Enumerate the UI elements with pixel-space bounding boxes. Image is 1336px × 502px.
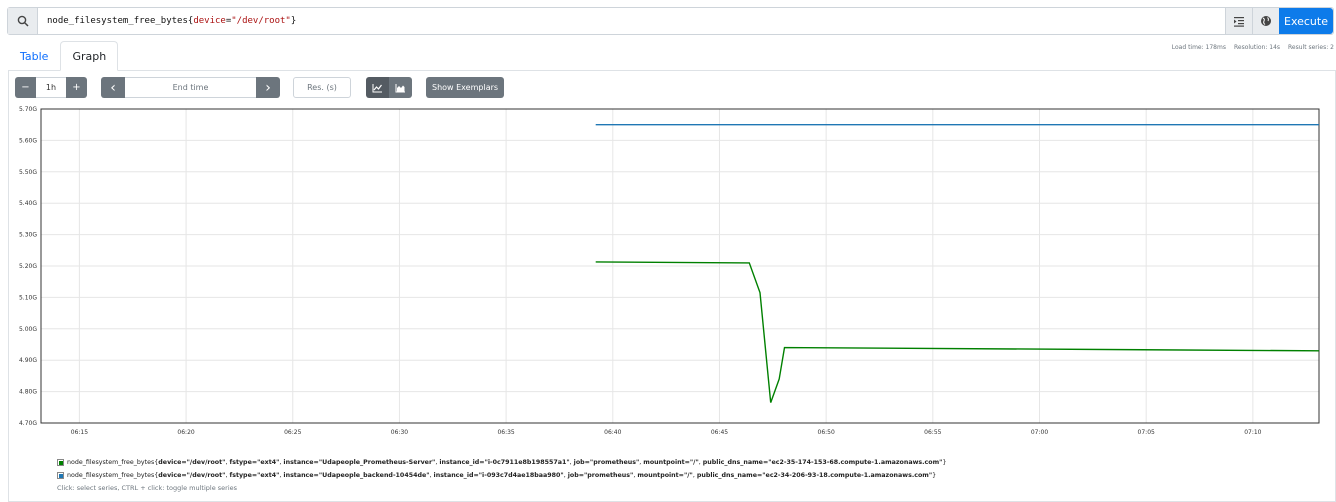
- show-exemplars-button[interactable]: Show Exemplars: [426, 77, 505, 98]
- y-tick-label: 5.30G: [19, 232, 37, 239]
- chart-svg: 4.70G 4.80G 4.90G 5.00G 5.10G 5.20G 5.30G 5.40G…: [19, 106, 1320, 436]
- legend-label-dns: public_dns_name="ec2-34-206-93-18.comput…: [696, 472, 933, 479]
- metrics-globe-button[interactable]: [1252, 8, 1279, 34]
- y-tick-label: 5.40G: [19, 200, 37, 207]
- query-stats: Load time: 178ms Resolution: 14s Result …: [1172, 44, 1334, 51]
- expression-input[interactable]: node_filesystem_free_bytes{device = "/dev/…: [47, 16, 297, 26]
- legend-label-device: device="/dev/root": [158, 472, 226, 479]
- y-tick-label: 5.50G: [19, 169, 37, 176]
- legend-label-dns: public_dns_name="ec2-35-174-153-68.compu…: [702, 459, 943, 466]
- y-tick-label: 5.10G: [19, 294, 37, 301]
- execute-button[interactable]: Execute: [1279, 8, 1333, 34]
- x-tick-label: 06:15: [71, 429, 88, 436]
- x-tick-label: 06:35: [497, 429, 514, 436]
- legend-label-instance-id: instance_id="i-0c7911e8b198557a1": [439, 459, 570, 466]
- end-time-input[interactable]: End time: [125, 77, 256, 98]
- x-tick-label: 06:55: [924, 429, 941, 436]
- x-tick-label: 06:45: [711, 429, 728, 436]
- graph-chart[interactable]: 4.70G 4.80G 4.90G 5.00G 5.10G 5.20G 5.30G 5.40G…: [0, 102, 1336, 442]
- legend-item[interactable]: node_filesystem_free_bytes{device="/dev/…: [57, 469, 946, 482]
- load-time: Load time: 178ms: [1171, 44, 1226, 51]
- legend-metric: node_filesystem_free_bytes: [67, 459, 155, 466]
- series-line: [595, 261, 1320, 403]
- y-tick-label: 4.70G: [19, 420, 37, 427]
- legend-label-instance: instance="Udapeople_Prometheus-Server": [283, 459, 436, 466]
- line-chart-icon: [372, 83, 382, 92]
- resolution: Resolution: 14s: [1233, 44, 1281, 51]
- legend-label-fstype: fstype="ext4": [229, 472, 280, 479]
- legend-label-fstype: fstype="ext4": [229, 459, 280, 466]
- legend-item[interactable]: node_filesystem_free_bytes{device="/dev/…: [57, 456, 946, 469]
- y-tick-label: 4.80G: [19, 389, 37, 396]
- legend-label-job: job="prometheus": [567, 472, 634, 479]
- decrease-range-button[interactable]: −: [15, 77, 36, 98]
- query-metric: node_filesystem_free_bytes: [47, 16, 188, 26]
- increase-range-button[interactable]: +: [66, 77, 87, 98]
- line-chart-button[interactable]: [366, 77, 389, 98]
- y-tick-label: 4.90G: [19, 357, 37, 364]
- y-tick-label: 5.20G: [19, 263, 37, 270]
- query-label-key: device: [193, 16, 226, 26]
- area-chart-icon: [395, 83, 405, 92]
- legend-label-instance: instance="Udapeople_backend-10454de": [283, 472, 430, 479]
- stacked-chart-button[interactable]: [389, 77, 412, 98]
- x-tick-label: 06:50: [818, 429, 835, 436]
- tab-divider: [8, 70, 1336, 71]
- legend-hint: Click: select series, CTRL + click: togg…: [57, 484, 238, 492]
- x-tick-label: 07:00: [1031, 429, 1048, 436]
- legend-label-mountpoint: mountpoint="/": [643, 459, 699, 466]
- x-tick-label: 06:20: [177, 429, 194, 436]
- result-series: Result series: 2: [1288, 44, 1334, 51]
- search-icon: [8, 8, 38, 34]
- series-swatch: [57, 472, 64, 479]
- metrics-explorer-button[interactable]: [1225, 8, 1252, 34]
- metrics-explorer-icon: [1234, 17, 1244, 27]
- legend-label-mountpoint: mountpoint="/": [637, 472, 693, 479]
- graph-legend: node_filesystem_free_bytes{device="/dev/…: [57, 456, 946, 492]
- y-tick-label: 5.60G: [19, 137, 37, 144]
- x-tick-label: 06:30: [391, 429, 408, 436]
- legend-label-job: job="prometheus": [573, 459, 640, 466]
- y-tick-label: 5.70G: [19, 106, 37, 113]
- query-label-value: "/dev/root": [231, 16, 291, 26]
- legend-label-instance-id: instance_id="i-093c7d4ae18baa980": [433, 472, 564, 479]
- expression-bar: node_filesystem_free_bytes{device = "/dev/…: [7, 7, 1334, 35]
- globe-icon: [1261, 16, 1271, 26]
- x-tick-label: 06:40: [604, 429, 621, 436]
- previous-time-button[interactable]: ‹: [101, 77, 125, 98]
- graph-controls: − 1h + ‹ End time › Res. (s) Show Exempl…: [15, 77, 505, 98]
- series-swatch: [57, 459, 64, 466]
- legend-metric: node_filesystem_free_bytes: [67, 472, 155, 479]
- x-tick-label: 07:05: [1138, 429, 1155, 436]
- y-tick-label: 5.00G: [19, 326, 37, 333]
- x-tick-label: 06:25: [284, 429, 301, 436]
- tab-table[interactable]: Table: [20, 49, 49, 63]
- plot-frame: [40, 108, 1320, 424]
- legend-label-device: device="/dev/root": [158, 459, 226, 466]
- next-time-button[interactable]: ›: [256, 77, 280, 98]
- tab-graph[interactable]: Graph: [60, 41, 119, 71]
- panel-tabs: Table Graph: [8, 41, 119, 71]
- resolution-input[interactable]: Res. (s): [293, 77, 351, 98]
- x-tick-label: 07:10: [1244, 429, 1261, 436]
- range-input[interactable]: 1h: [36, 77, 66, 98]
